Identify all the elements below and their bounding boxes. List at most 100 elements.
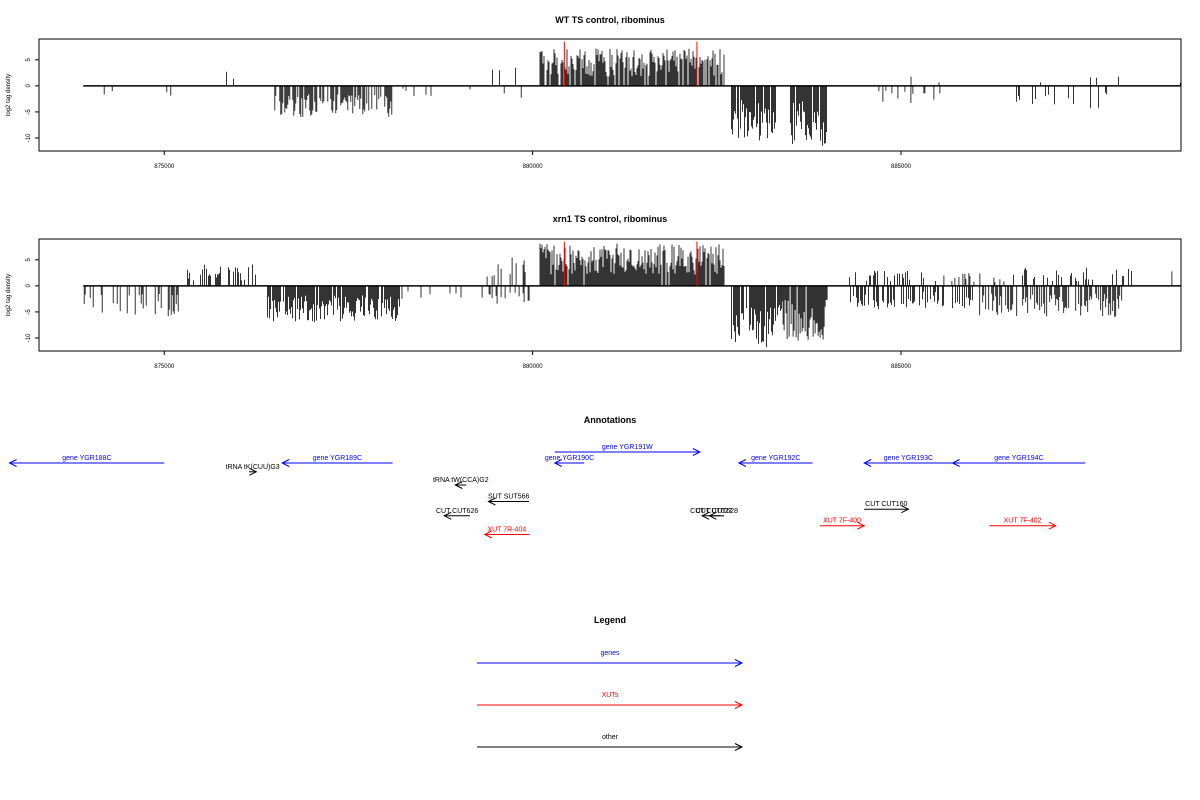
legend-arrow-head	[734, 659, 744, 667]
xrn1-track-x-ticks: 875000 880000 885000	[154, 351, 912, 370]
wt-signal-region	[166, 85, 172, 96]
xrn1-track-panel: xrn1 TS control, ribominus log2 tag dens…	[6, 214, 1182, 370]
wt-x-tick-label: 880000	[523, 164, 544, 170]
wt-signal-region	[274, 85, 393, 117]
annotation-label: gene YGR192C	[751, 455, 800, 462]
annotation-label: tRNA tK(CUU)G3	[226, 464, 280, 471]
wt-signal-region	[878, 85, 941, 103]
wt-signal-region	[910, 76, 940, 86]
annotation-arrow-head	[454, 481, 463, 489]
wt-x-tick-label: 885000	[891, 164, 912, 170]
xrn1-signal-region	[943, 273, 1005, 286]
xrn1-track-title: xrn1 TS control, ribominus	[553, 214, 668, 224]
annotation-label: XUT 7F-400	[823, 518, 861, 525]
xrn1-signal-region	[486, 257, 526, 286]
wt-signal-region	[1040, 76, 1119, 86]
xrn1-y-tick-label: 5	[26, 258, 32, 262]
xrn1-signal-region	[1013, 267, 1132, 286]
xrn1-signal-region	[979, 285, 1123, 317]
wt-track-panel: WT TS control, ribominus log2 tag densit…	[6, 15, 1182, 170]
annotation-arrow-head	[553, 459, 562, 467]
annotation-arrow-head	[901, 505, 910, 514]
annotation-arrow-head	[483, 530, 492, 539]
annotation-feature: gene YGR194C	[951, 455, 1086, 467]
xrn1-track-y-ticks: -10 -5 0 5	[26, 258, 39, 342]
xrn1-signal-region	[782, 285, 828, 341]
annotation-label: gene YGR191W	[602, 444, 653, 451]
annotation-feature: XUT 7R-404	[483, 527, 529, 539]
legend-title: Legend	[594, 615, 626, 625]
legend-item: genes	[477, 650, 744, 667]
xrn1-signal-region	[186, 264, 256, 286]
xrn1-signal-region	[83, 285, 179, 317]
annotation-feature: tRNA tK(CUU)G3	[226, 464, 280, 476]
legend-item: XUTs	[477, 692, 744, 709]
wt-y-tick-label: 5	[26, 58, 32, 62]
wt-signal-region	[539, 48, 725, 86]
annotation-label: CUT CUT160	[865, 501, 907, 508]
wt-track-title: WT TS control, ribominus	[555, 15, 665, 25]
annotation-arrow-head	[443, 511, 452, 520]
wt-signal-region	[503, 85, 522, 98]
annotation-arrow-head	[856, 521, 866, 530]
annotation-feature: gene YGR192C	[737, 455, 813, 467]
annotation-label: XUT 7R-404	[487, 527, 526, 534]
annotation-label: gene YGR188C	[62, 455, 111, 462]
annotation-arrow-head	[1048, 521, 1057, 530]
annotation-arrow-head	[863, 459, 872, 467]
annotation-feature: gene YGR190C	[545, 455, 594, 467]
annotation-arrow-head	[708, 511, 717, 520]
annotation-label: CUT CUT628	[696, 508, 738, 515]
xrn1-track-y-axis-label: log2 tag density	[6, 274, 12, 316]
annotation-feature: gene YGR189C	[281, 455, 393, 467]
wt-signal-region	[790, 85, 827, 146]
wt-track-frame	[38, 38, 1182, 152]
annotation-label: CUT CUT627	[690, 508, 732, 515]
annotation-label: XUT 7F-402	[1004, 518, 1042, 525]
wt-signal-region	[491, 67, 516, 86]
annotation-feature: XUT 7F-400	[819, 518, 866, 530]
xrn1-signal-region	[481, 285, 530, 304]
annotation-label: gene YGR194C	[994, 455, 1043, 462]
wt-signal-region	[731, 85, 776, 141]
wt-signal-region	[103, 85, 113, 95]
legend-arrow-head	[734, 743, 744, 751]
wt-signal-region	[225, 71, 234, 86]
annotation-label: CUT CUT626	[436, 508, 478, 515]
annotation-arrow-head	[8, 459, 17, 467]
annotation-arrow-head	[951, 459, 960, 467]
annotation-label: SUT SUT566	[488, 494, 530, 501]
wt-y-tick-label: -5	[26, 109, 32, 115]
annotation-label: gene YGR193C	[884, 455, 933, 462]
annotation-feature: CUT CUT626	[436, 508, 478, 520]
legend-label: other	[602, 734, 619, 741]
annotation-feature: XUT 7F-402	[989, 518, 1057, 530]
legend-label: XUTs	[602, 692, 619, 699]
wt-y-tick-label: -10	[26, 133, 32, 142]
xrn1-signal-region	[401, 285, 462, 299]
wt-x-tick-label: 875000	[154, 164, 175, 170]
wt-signal-region	[402, 85, 471, 96]
xrn1-signal-region	[849, 270, 936, 286]
xrn1-track-bars	[83, 241, 1181, 348]
xrn1-x-tick-label: 875000	[154, 364, 175, 370]
legend-arrow-head	[734, 701, 744, 709]
annotations-panel: Annotations gene YGR188C gene YGR189C gene…	[8, 415, 1086, 539]
annotation-feature: gene YGR191W	[554, 444, 702, 456]
annotation-feature: gene YGR193C	[863, 455, 953, 467]
annotation-feature: CUT CUT628	[696, 508, 738, 520]
wt-track-x-ticks: 875000 880000 885000	[154, 151, 912, 170]
xrn1-signal-region	[539, 243, 725, 286]
annotations-title: Annotations	[584, 415, 637, 425]
annotation-label: gene YGR190C	[545, 455, 594, 462]
annotation-arrow-head	[281, 459, 290, 467]
xrn1-x-tick-label: 885000	[891, 364, 912, 370]
xrn1-signal-region	[850, 285, 973, 310]
annotation-feature: tRNA tW(CCA)G2	[433, 477, 489, 489]
xrn1-track-frame	[38, 238, 1182, 352]
wt-track-y-axis-label: log2 tag density	[6, 74, 12, 116]
annotation-arrow-head	[249, 467, 258, 476]
legend-label: genes	[600, 650, 620, 657]
wt-y-tick-label: 0	[26, 84, 32, 88]
